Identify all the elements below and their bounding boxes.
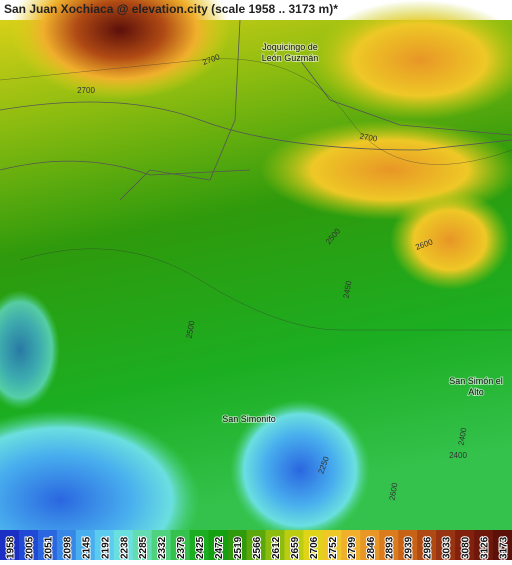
legend-label: 2332 (157, 536, 168, 559)
legend-swatch (151, 530, 172, 560)
legend-label: 2472 (214, 536, 225, 559)
legend-swatch (436, 530, 456, 560)
legend-label: 2846 (366, 536, 377, 559)
legend-swatch (398, 530, 418, 560)
legend-swatch (170, 530, 191, 560)
place-label: León Guzmán (262, 53, 319, 63)
legend-swatch (493, 530, 512, 560)
legend-swatch (75, 530, 96, 560)
legend-label: 2285 (138, 536, 149, 559)
legend-swatch (360, 530, 380, 560)
low-area (230, 400, 370, 540)
legend-swatch (474, 530, 494, 560)
contour-label: 2700 (77, 86, 95, 95)
high-area (310, 0, 512, 120)
legend-label: 2005 (24, 536, 35, 559)
place-label: San Simón el (449, 376, 503, 386)
legend-label: 3173 (499, 536, 510, 559)
legend-label: 2379 (176, 536, 187, 559)
road (119, 19, 241, 201)
legend-swatch (341, 530, 361, 560)
contour-label: 2400 (449, 451, 467, 460)
legend-swatch (246, 530, 266, 560)
place-label: Joquicingo de (262, 42, 318, 52)
peak-area (10, 0, 230, 100)
low-area (0, 410, 200, 565)
legend-swatch (56, 530, 77, 560)
legend-label: 2986 (423, 536, 434, 559)
legend-label: 2192 (100, 536, 111, 559)
contour-label: 2700 (359, 132, 379, 144)
legend-label: 2939 (404, 536, 415, 559)
legend-label: 2706 (309, 536, 320, 559)
road (0, 101, 512, 151)
legend-swatch (94, 530, 115, 560)
legend-label: 2098 (62, 536, 73, 559)
legend-label: 1958 (5, 536, 16, 559)
legend-label: 2425 (195, 536, 206, 559)
legend-label: 2612 (271, 536, 282, 559)
legend-swatch (265, 530, 285, 560)
legend-label: 2051 (43, 536, 54, 559)
legend: 1958 2005 2051 2098 2145 2192 2238 2285 2332 2379… (0, 530, 512, 560)
title: San Juan Xochiaca @ elevation.city (scal… (4, 2, 338, 16)
contour-line (19, 248, 512, 331)
legend-label: 3080 (461, 536, 472, 559)
legend-swatch (189, 530, 210, 560)
place-label: Alto (468, 387, 484, 397)
legend-label: 2145 (81, 536, 92, 559)
legend-label: 2238 (119, 536, 130, 559)
legend-label: 2893 (385, 536, 396, 559)
legend-swatch (18, 530, 39, 560)
legend-swatch (0, 530, 20, 560)
contour-label: 2500 (185, 319, 197, 339)
legend-swatch (227, 530, 248, 560)
legend-label: 3126 (480, 536, 491, 559)
legend-swatch (379, 530, 399, 560)
legend-label: 2566 (252, 536, 263, 559)
legend-swatch (37, 530, 58, 560)
legend-label: 3033 (442, 536, 453, 559)
contour-label: 2600 (388, 481, 400, 501)
legend-label: 2752 (328, 536, 339, 559)
low-area (0, 290, 60, 410)
legend-swatch (284, 530, 304, 560)
legend-label: 2519 (233, 536, 244, 559)
legend-swatch (208, 530, 229, 560)
legend-swatch (132, 530, 153, 560)
high-area (390, 190, 510, 290)
legend-label: 2659 (290, 536, 301, 559)
place-label: San Simonito (222, 414, 276, 424)
contour-line (0, 58, 512, 165)
road (299, 59, 512, 136)
contour-label: 2400 (457, 426, 469, 446)
legend-swatch (303, 530, 323, 560)
legend-swatch (322, 530, 342, 560)
legend-label: 2799 (347, 536, 358, 559)
legend-swatch (455, 530, 475, 560)
contour-label: 2450 (342, 279, 354, 299)
legend-swatch (417, 530, 437, 560)
legend-swatch (113, 530, 134, 560)
road (0, 160, 251, 176)
